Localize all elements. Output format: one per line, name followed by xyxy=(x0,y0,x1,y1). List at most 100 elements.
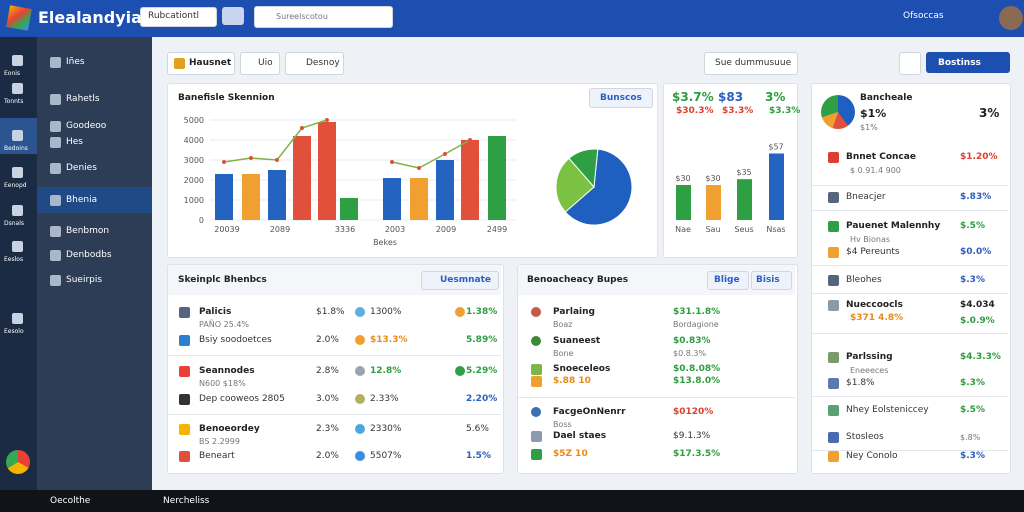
select-box[interactable] xyxy=(140,7,217,27)
value-label: $35 xyxy=(736,168,751,177)
row-sub: PAÑO 25.4% xyxy=(199,320,250,329)
row-value: 1300% xyxy=(370,307,402,317)
row-value: 5.6% xyxy=(466,424,489,434)
divider xyxy=(812,185,1008,186)
dropdown[interactable] xyxy=(704,52,798,75)
browser-icon[interactable] xyxy=(6,450,30,474)
avatar[interactable] xyxy=(999,6,1023,30)
trend-line xyxy=(223,119,328,163)
side-icon xyxy=(828,221,839,232)
side-value: $4.034 xyxy=(960,300,995,310)
divider xyxy=(168,355,501,356)
side-value: $.83% xyxy=(960,192,992,202)
x-tick-label: 2009 xyxy=(436,225,456,234)
deal-value: $17.3.5% xyxy=(673,449,721,459)
taskbar-app: Nercheliss xyxy=(163,496,210,506)
deal-name: Dael staes xyxy=(553,431,607,441)
bar xyxy=(293,136,311,220)
y-tick-label: 4000 xyxy=(184,136,204,145)
filter[interactable] xyxy=(751,271,792,290)
deal-note: $0.8.3% xyxy=(673,349,707,358)
side-name: Ney Conolo xyxy=(846,451,898,461)
side-badge: 3% xyxy=(979,106,1000,120)
expand-button[interactable] xyxy=(222,7,244,25)
row-value: 5.89% xyxy=(466,335,498,345)
deal-name: Suaneest xyxy=(553,336,601,346)
side-icon xyxy=(828,300,839,311)
toolbar-button-text: Desnoy xyxy=(306,58,340,68)
side-sub: Eneeeces xyxy=(850,366,889,375)
x-tick-label: 2003 xyxy=(385,225,405,234)
rail-label: Bedoins xyxy=(4,145,28,152)
value-label: $30 xyxy=(675,174,690,183)
side-icon xyxy=(828,378,839,389)
filter[interactable] xyxy=(707,271,749,290)
side-value: $4.3.3% xyxy=(960,352,1001,362)
deal-icon xyxy=(531,364,542,375)
toolbar-button[interactable] xyxy=(240,52,280,75)
row-name: Palicis xyxy=(199,307,232,317)
menu-text: Ofsoccas xyxy=(903,11,944,21)
row-name: Benoeordey xyxy=(199,424,260,434)
sidebar-item: Iñes xyxy=(66,57,85,67)
deal-name: $5Z 10 xyxy=(553,449,588,459)
filter[interactable] xyxy=(421,271,499,290)
y-tick-label: 3000 xyxy=(184,156,204,165)
deal-value: $13.8.0% xyxy=(673,376,721,386)
row-dot xyxy=(355,424,365,434)
x-axis-label: Bekes xyxy=(373,238,397,247)
line-point xyxy=(222,160,226,164)
line-point xyxy=(468,138,472,142)
bar xyxy=(676,185,691,220)
sidebar-icon xyxy=(50,250,61,261)
row-sub: BS 2.2999 xyxy=(199,437,240,446)
pie-slice xyxy=(564,148,633,226)
row-value: $13.3% xyxy=(370,335,408,345)
line-point xyxy=(390,160,394,164)
toolbar-button[interactable] xyxy=(285,52,344,75)
side-icon xyxy=(828,352,839,363)
divider xyxy=(168,414,501,415)
icon-button[interactable] xyxy=(899,52,921,75)
side-icon xyxy=(828,192,839,203)
line-point xyxy=(443,152,447,156)
icon-rail xyxy=(0,37,37,490)
deal-sub: Boss xyxy=(553,420,572,429)
primary-button[interactable] xyxy=(926,52,1010,73)
divider xyxy=(812,450,1008,451)
panel-title: Skeinplc Bhenbcs xyxy=(178,275,267,285)
trend-line xyxy=(391,139,471,169)
divider xyxy=(812,293,1008,294)
row-icon xyxy=(179,307,190,318)
row-name: Beneart xyxy=(199,451,235,461)
side-name: Nhey Eolsteniccey xyxy=(846,405,929,415)
deal-icon xyxy=(531,307,541,317)
search-box[interactable] xyxy=(254,6,393,28)
bar xyxy=(242,174,260,220)
toolbar-button-text: Uio xyxy=(258,58,273,68)
filter[interactable] xyxy=(589,88,653,108)
side-name: Bneacjer xyxy=(846,192,886,202)
side-sub: $ 0.91.4 900 xyxy=(850,166,901,175)
row-icon xyxy=(179,394,190,405)
x-tick-label: 3336 xyxy=(335,225,355,234)
search-text: Sureelscotou xyxy=(276,12,328,21)
deal-value: $31.1.8% xyxy=(673,307,721,317)
y-tick-label: 0 xyxy=(199,216,204,225)
side-icon xyxy=(828,405,839,416)
row-dot xyxy=(355,451,365,461)
deal-note: Bordagione xyxy=(673,320,719,329)
row-sub: N600 $18% xyxy=(199,379,246,388)
filter-text: Bunscos xyxy=(600,93,642,103)
deal-icon xyxy=(531,449,542,460)
bar xyxy=(488,136,506,220)
deal-name: Snoeceleos xyxy=(553,364,611,374)
y-tick-label: 2000 xyxy=(184,176,204,185)
row-value: 2.33% xyxy=(370,394,399,404)
pie-slice xyxy=(568,148,599,189)
sidebar-item: Benbmon xyxy=(66,226,110,236)
toolbar-button[interactable] xyxy=(167,52,235,75)
sidebar-icon xyxy=(50,137,61,148)
side-value: $.5% xyxy=(960,405,985,415)
sidebar-item: Denbodbs xyxy=(66,250,112,260)
